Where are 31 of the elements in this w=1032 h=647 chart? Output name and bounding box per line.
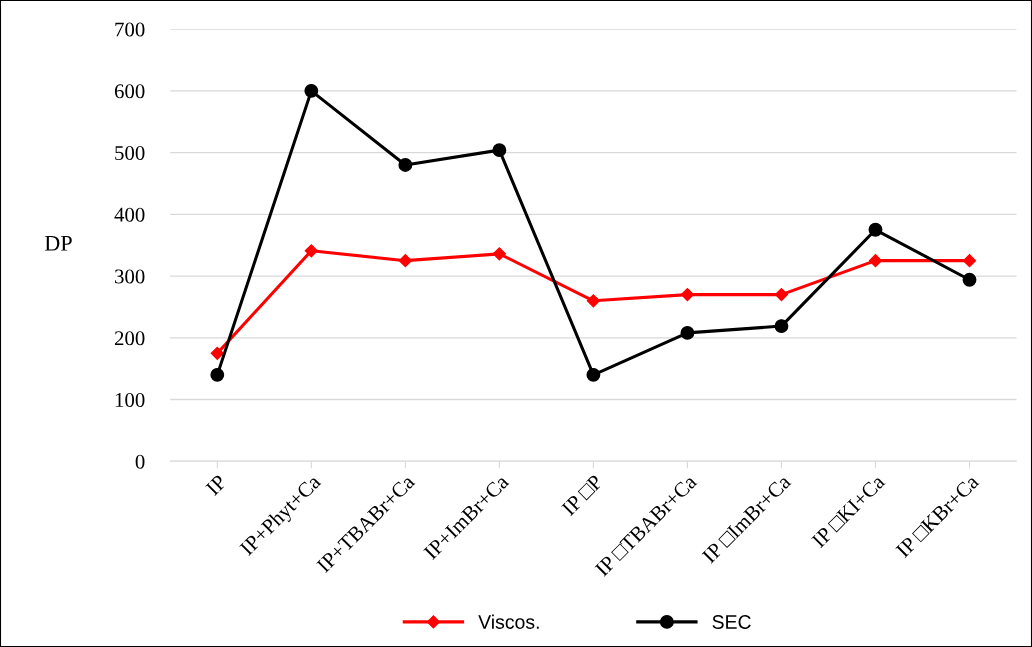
y-tick-label: 200 — [114, 331, 145, 346]
point — [586, 294, 600, 308]
point — [398, 254, 412, 268]
legend-label: Viscos. — [478, 614, 539, 629]
point — [868, 222, 883, 237]
point — [774, 288, 789, 302]
y-tick-label: 700 — [115, 22, 145, 37]
y-tick-label: 600 — [114, 84, 145, 99]
y-tick-label: 0 — [135, 454, 145, 469]
point — [492, 247, 506, 261]
point — [210, 367, 225, 382]
point — [962, 254, 977, 268]
y-tick-label: 300 — [115, 269, 145, 284]
point — [774, 319, 789, 334]
point — [304, 244, 318, 258]
x-tick-label: IP — [205, 474, 227, 496]
point — [586, 367, 601, 382]
point — [680, 325, 695, 340]
y-tick-label: 400 — [114, 207, 145, 222]
point — [210, 346, 224, 360]
point — [492, 143, 507, 158]
x-tick-label: IP □P — [561, 474, 604, 517]
y-axis-title: DP — [44, 236, 72, 251]
point — [680, 288, 695, 302]
point — [868, 254, 883, 268]
y-tick-label: 500 — [115, 145, 145, 161]
point — [304, 83, 319, 98]
legend-label: SEC — [712, 615, 751, 629]
point — [962, 272, 977, 287]
point — [398, 158, 413, 172]
y-tick-label: 100 — [115, 392, 145, 407]
